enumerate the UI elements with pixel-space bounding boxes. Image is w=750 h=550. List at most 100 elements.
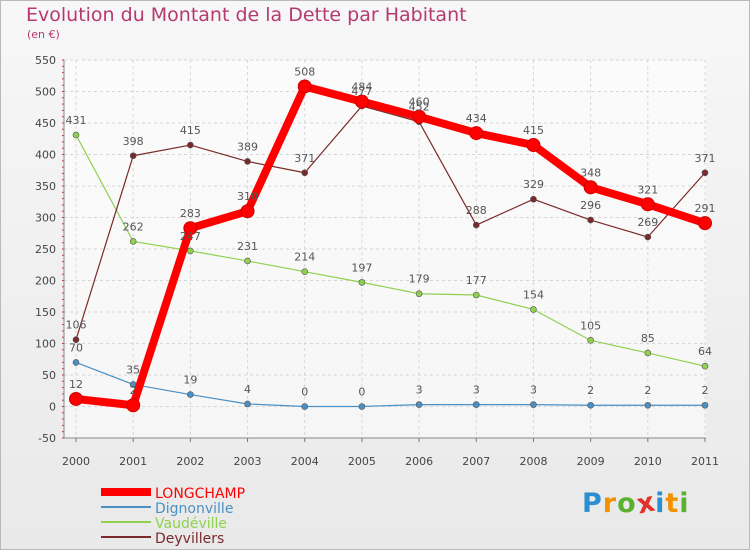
x-tick-label: 2005 <box>348 455 376 468</box>
data-label: 452 <box>409 101 430 114</box>
data-point <box>187 141 194 149</box>
chart-title: Evolution du Montant de la Dette par Hab… <box>26 4 467 26</box>
data-point <box>701 169 709 177</box>
x-tick-label: 2010 <box>634 455 662 468</box>
data-point <box>587 401 594 409</box>
data-label: 197 <box>351 261 372 274</box>
data-label: 154 <box>523 288 544 301</box>
y-tick-label: 250 <box>35 243 56 256</box>
y-tick-label: 550 <box>35 54 56 67</box>
data-point <box>301 268 309 275</box>
y-tick-label: 150 <box>35 306 56 319</box>
data-label: 3 <box>416 384 423 397</box>
data-label: 2 <box>130 384 137 397</box>
series-line-Dignonville <box>75 361 706 408</box>
data-label: 177 <box>466 274 487 287</box>
y-tick-label: -50 <box>38 432 56 445</box>
data-label: 296 <box>580 199 601 212</box>
data-label: 262 <box>123 220 144 233</box>
data-label: 484 <box>351 81 372 94</box>
y-tick-label: 500 <box>35 86 56 99</box>
data-point <box>358 279 366 286</box>
x-tick-label: 2003 <box>234 455 262 468</box>
data-label: 288 <box>466 204 487 217</box>
y-tick-label: 400 <box>35 149 56 162</box>
data-label: 105 <box>580 319 601 332</box>
data-point <box>644 233 652 241</box>
data-label: 64 <box>698 345 712 358</box>
data-label: 12 <box>69 378 83 391</box>
data-label: 415 <box>523 124 544 137</box>
y-tick-label: 0 <box>49 401 56 414</box>
x-tick-label: 2007 <box>462 455 490 468</box>
y-tick-label: 100 <box>35 338 56 351</box>
data-label: 431 <box>66 114 87 127</box>
data-label: 398 <box>123 135 144 148</box>
data-label: 508 <box>294 65 315 78</box>
data-point <box>472 401 480 408</box>
data-label: 3 <box>530 384 537 397</box>
data-label: 291 <box>695 202 716 215</box>
data-point <box>583 180 598 195</box>
data-point <box>587 216 594 224</box>
data-point <box>469 126 484 141</box>
data-point <box>244 400 251 408</box>
data-label: 434 <box>466 112 487 125</box>
data-label: 214 <box>294 251 315 264</box>
data-point <box>412 109 427 124</box>
logo-letter: t <box>665 488 680 519</box>
logo-letter: r <box>602 488 618 519</box>
data-label: 2 <box>587 384 594 397</box>
data-point <box>644 349 652 357</box>
data-point <box>187 391 194 398</box>
data-label: 389 <box>237 140 258 153</box>
data-point <box>472 221 480 229</box>
data-point <box>69 391 83 406</box>
data-point <box>297 79 312 94</box>
data-point <box>415 290 423 298</box>
data-label: 35 <box>126 363 140 376</box>
data-point <box>301 403 309 410</box>
y-tick-label: 200 <box>35 275 56 288</box>
x-tick-label: 2009 <box>577 455 605 468</box>
data-point <box>701 362 709 370</box>
data-label: 247 <box>180 230 201 243</box>
data-point <box>244 257 251 265</box>
data-label: 348 <box>580 166 601 179</box>
data-label: 310 <box>237 190 258 203</box>
data-point <box>126 398 141 413</box>
legend-label: LONGCHAMP <box>155 486 245 502</box>
data-label: 0 <box>301 386 308 399</box>
data-label: 85 <box>641 332 655 345</box>
y-tick-label: 450 <box>35 117 56 130</box>
data-label: 3 <box>473 384 480 397</box>
data-label: 460 <box>409 96 430 109</box>
data-point <box>301 169 309 177</box>
data-label: 371 <box>294 152 315 165</box>
data-point <box>72 359 80 366</box>
series-line-Deyvillers <box>75 105 706 341</box>
legend-label: Deyvillers <box>155 531 224 547</box>
y-tick-label: 300 <box>35 212 56 225</box>
data-label: 179 <box>409 273 430 286</box>
data-point <box>530 306 537 313</box>
y-tick-label: 50 <box>42 369 56 382</box>
legend-label: Dignonville <box>155 501 233 517</box>
y-tick-label: 350 <box>35 180 56 193</box>
data-point <box>129 152 137 160</box>
logo-letter: o <box>617 488 637 519</box>
data-label: 371 <box>695 152 716 165</box>
data-point <box>240 204 255 219</box>
data-point <box>72 131 80 139</box>
data-point <box>587 337 594 344</box>
data-label: 329 <box>523 178 544 191</box>
proxiti-logo: Proxiti <box>582 486 690 520</box>
data-point <box>129 238 137 245</box>
data-label: 0 <box>358 386 365 399</box>
x-tick-label: 2008 <box>519 455 547 468</box>
data-label: 4 <box>244 383 251 396</box>
data-point <box>698 216 712 231</box>
data-point <box>72 336 80 344</box>
logo-letter: i <box>655 488 666 519</box>
legend-label: Vaudéville <box>155 516 227 532</box>
